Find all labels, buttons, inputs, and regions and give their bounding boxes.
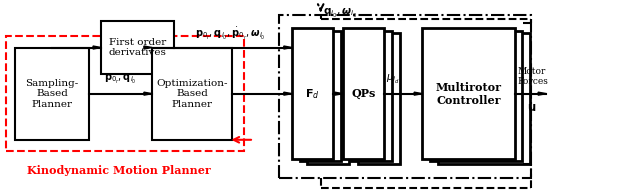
- FancyBboxPatch shape: [351, 31, 392, 161]
- Polygon shape: [144, 92, 152, 95]
- Text: $\mathbf{F}_d$: $\mathbf{F}_d$: [305, 87, 320, 101]
- Text: $\mathbf{p}_{0_r}, \mathbf{q}_{i_0}$: $\mathbf{p}_{0_r}, \mathbf{q}_{i_0}$: [104, 73, 137, 86]
- Polygon shape: [284, 92, 292, 95]
- Text: $\mathbf{p}_{0_r}, \mathbf{q}_{i_0}, \dot{\mathbf{p}}_{0_r}, \boldsymbol{\omega}: $\mathbf{p}_{0_r}, \mathbf{q}_{i_0}, \do…: [195, 26, 266, 42]
- FancyBboxPatch shape: [358, 33, 399, 164]
- Text: $\mathbf{q}_{i_0}, \boldsymbol{\omega}_{i_0}$: $\mathbf{q}_{i_0}, \boldsymbol{\omega}_{…: [323, 7, 357, 20]
- FancyBboxPatch shape: [300, 31, 341, 161]
- FancyBboxPatch shape: [438, 33, 530, 164]
- Text: First order
derivatives: First order derivatives: [109, 38, 167, 57]
- Text: Motor
Forces: Motor Forces: [518, 66, 548, 86]
- FancyBboxPatch shape: [343, 28, 384, 159]
- Text: QPs: QPs: [351, 88, 376, 99]
- Polygon shape: [414, 92, 422, 95]
- Polygon shape: [93, 46, 101, 49]
- Text: Sampling-
Based
Planner: Sampling- Based Planner: [26, 79, 79, 109]
- FancyBboxPatch shape: [15, 48, 88, 140]
- Polygon shape: [335, 92, 343, 95]
- FancyBboxPatch shape: [307, 33, 349, 164]
- FancyBboxPatch shape: [422, 28, 515, 159]
- FancyBboxPatch shape: [430, 31, 522, 161]
- Text: $\mathbf{u}$: $\mathbf{u}$: [527, 101, 536, 114]
- Polygon shape: [284, 46, 292, 49]
- FancyBboxPatch shape: [292, 28, 333, 159]
- Text: Multirotor
Controller: Multirotor Controller: [435, 82, 502, 105]
- FancyBboxPatch shape: [101, 21, 175, 74]
- FancyBboxPatch shape: [152, 48, 232, 140]
- Polygon shape: [538, 92, 547, 95]
- Text: Kinodynamic Motion Planner: Kinodynamic Motion Planner: [27, 165, 211, 176]
- Polygon shape: [144, 46, 152, 49]
- Text: $\mu_{i_d}$: $\mu_{i_d}$: [386, 73, 400, 86]
- Text: Optimization-
Based
Planner: Optimization- Based Planner: [156, 79, 228, 109]
